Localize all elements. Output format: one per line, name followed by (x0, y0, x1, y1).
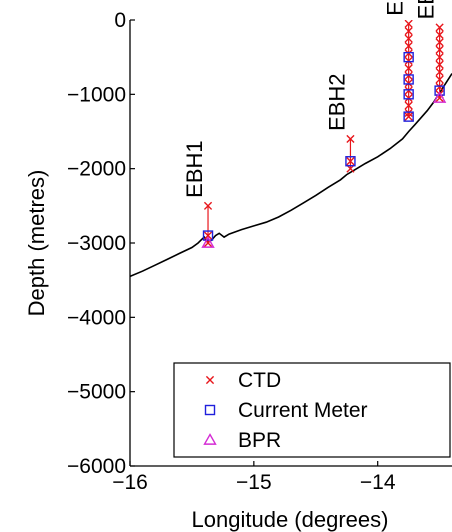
ctd-marker (346, 134, 355, 144)
y-axis-label: Depth (metres) (24, 170, 49, 317)
x-tick-label: −16 (112, 471, 148, 494)
ctd-marker (435, 53, 444, 62)
ctd-marker (404, 20, 413, 28)
y-tick-label: −1000 (67, 83, 126, 106)
mooring-label: EBH4/5 (414, 0, 439, 19)
bpr-marker (432, 91, 447, 103)
current-meter-marker (403, 89, 414, 100)
bpr-marker (201, 236, 215, 248)
ctd-marker (404, 34, 413, 43)
current-meter-marker (202, 230, 214, 241)
x-tick-label: −14 (360, 471, 396, 494)
ctd-marker (404, 41, 413, 51)
current-meter-marker (403, 51, 414, 63)
ctd-marker (404, 64, 413, 73)
legend-current-meter-marker (204, 404, 216, 416)
ctd-marker (435, 45, 444, 54)
ctd-marker (435, 23, 444, 32)
ctd-marker (404, 93, 413, 103)
legend: CTD Current Meter BPR (173, 362, 451, 458)
ctd-marker (404, 56, 413, 65)
ctd-marker (346, 157, 355, 166)
legend-label-current-meter: Current Meter (238, 399, 368, 422)
ctd-marker (435, 38, 444, 47)
mooring-label: EBH1 (182, 140, 207, 197)
ctd-marker (404, 86, 413, 95)
ctd-marker (404, 112, 413, 121)
ctd-marker (404, 27, 413, 36)
y-tick-label: −2000 (67, 158, 126, 181)
x-tick-label: −15 (236, 471, 272, 494)
current-meter-marker (345, 156, 356, 167)
legend-label-ctd: CTD (238, 369, 281, 392)
y-tick-label: 0 (114, 9, 126, 32)
ctd-marker (435, 30, 444, 39)
legend-bpr-marker (203, 433, 217, 445)
legend-ctd-marker (205, 375, 215, 385)
ctd-marker (203, 231, 213, 240)
current-meter-marker (403, 111, 414, 122)
ctd-marker (404, 101, 413, 110)
current-meter-marker (434, 85, 445, 96)
y-tick-label: −6000 (67, 455, 126, 478)
y-tick-label: −3000 (67, 232, 126, 255)
ctd-marker (435, 75, 444, 84)
ctd-marker (435, 82, 444, 91)
legend-box (173, 362, 451, 458)
current-meter-marker (403, 74, 414, 85)
x-axis-label: Longitude (degrees) (192, 507, 389, 532)
ctd-marker (435, 60, 444, 69)
ctd-marker (404, 108, 413, 118)
ctd-marker (404, 71, 413, 80)
legend-label-bpr: BPR (238, 429, 281, 452)
ctd-marker (404, 49, 413, 58)
y-tick-label: −4000 (67, 306, 126, 329)
mooring-label: EBH3 (383, 0, 408, 16)
ctd-marker (404, 79, 413, 88)
mooring-label: EBH2 (324, 73, 349, 130)
ctd-marker (435, 67, 444, 77)
y-tick-label: −5000 (67, 381, 126, 404)
ctd-marker (203, 201, 213, 210)
bathymetry-line (130, 73, 452, 278)
